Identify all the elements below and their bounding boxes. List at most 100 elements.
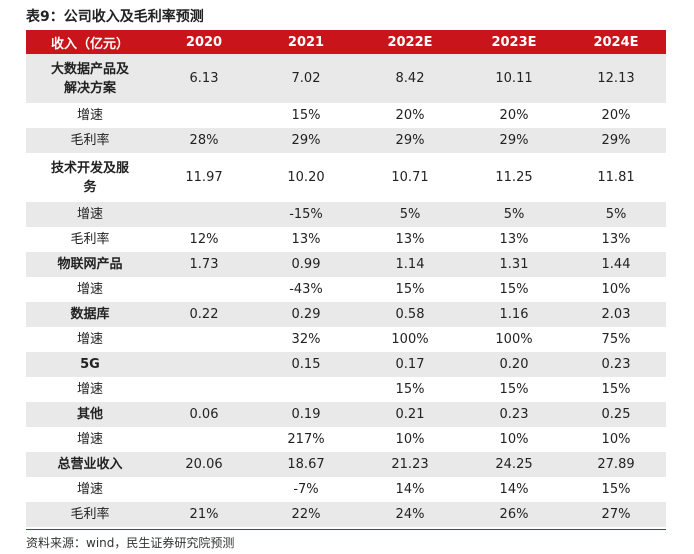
value-cell: 100% (391, 332, 429, 347)
value-cell (154, 377, 254, 402)
value-cell: 32% (291, 332, 321, 347)
table-row: 物联网产品 1.73 0.99 1.14 1.31 1.44 (26, 252, 666, 277)
value-cell: 28% (154, 128, 254, 153)
value-cell: 29% (254, 128, 358, 153)
value-cell: 15% (499, 382, 529, 397)
value-cell: 0.06 (154, 402, 254, 427)
value-cell: 29% (358, 128, 462, 153)
row-label: 总营业收入 (26, 452, 154, 477)
row-label: 增速 (26, 202, 154, 227)
value-cell: 11.81 (597, 170, 635, 185)
table-row: 大数据产品及 解决方案 6.13 7.02 8.42 10.11 12.13 (26, 54, 666, 103)
value-cell: 8.42 (358, 54, 462, 103)
value-cell: 15% (601, 382, 631, 397)
row-label: 增速 (76, 482, 103, 497)
value-cell: 10% (499, 432, 529, 447)
row-label: 增速 (76, 432, 103, 447)
table-row: 5G 0.15 0.17 0.20 0.23 (26, 352, 666, 377)
value-cell: 20% (499, 108, 529, 123)
value-cell: 5% (566, 202, 666, 227)
value-cell: 100% (495, 332, 533, 347)
value-cell: 0.17 (358, 352, 462, 377)
row-label: 其他 (26, 402, 154, 427)
table-header-row: 收入（亿元） 2020 2021 2022E 2023E 2024E (26, 30, 666, 54)
row-label: 增速 (76, 332, 103, 347)
row-label: 数据库 (26, 302, 154, 327)
value-cell (154, 103, 254, 128)
value-cell: 15% (395, 382, 425, 397)
row-label: 增速 (76, 382, 103, 397)
table-row: 增速 15% 20% 20% 20% (26, 103, 666, 128)
table-row: 技术开发及服务 11.97 10.20 10.71 11.25 11.81 (26, 153, 666, 202)
value-cell: 18.67 (254, 452, 358, 477)
value-cell: 0.19 (254, 402, 358, 427)
table-row: 增速 -7% 14% 14% 15% (26, 477, 666, 502)
value-cell: 24% (358, 502, 462, 527)
value-cell (154, 277, 254, 302)
row-label: 毛利率 (26, 128, 154, 153)
value-cell: 13% (499, 232, 529, 247)
value-cell: 0.21 (358, 402, 462, 427)
row-label: 毛利率 (70, 232, 110, 247)
value-cell: 7.02 (254, 54, 358, 103)
value-cell: -15% (254, 202, 358, 227)
value-cell: 1.16 (462, 302, 566, 327)
value-cell: 0.15 (254, 352, 358, 377)
value-cell: 13% (395, 232, 425, 247)
value-cell: 0.22 (154, 302, 254, 327)
value-cell: 22% (254, 502, 358, 527)
table-row: 数据库 0.22 0.29 0.58 1.16 2.03 (26, 302, 666, 327)
value-cell: 217% (287, 432, 325, 447)
value-cell: 5% (462, 202, 566, 227)
value-cell: 10.11 (462, 54, 566, 103)
value-cell: 10% (395, 432, 425, 447)
value-cell: 20% (601, 108, 631, 123)
value-cell (254, 377, 358, 402)
value-cell: 29% (566, 128, 666, 153)
value-cell: 11.97 (185, 170, 223, 185)
value-cell: 24.25 (462, 452, 566, 477)
table-row: 总营业收入 20.06 18.67 21.23 24.25 27.89 (26, 452, 666, 477)
header-cell: 收入（亿元） (26, 30, 154, 54)
value-cell (154, 427, 254, 452)
row-label: 技术开发及服务 (50, 160, 129, 195)
value-cell: 20% (395, 108, 425, 123)
value-cell (154, 202, 254, 227)
value-cell (154, 477, 254, 502)
value-cell: -43% (289, 282, 323, 297)
value-cell: 21.23 (358, 452, 462, 477)
value-cell: 5% (358, 202, 462, 227)
value-cell: 1.14 (358, 252, 462, 277)
value-cell: 6.13 (154, 54, 254, 103)
value-cell: 0.23 (566, 352, 666, 377)
table-row: 增速 32% 100% 100% 75% (26, 327, 666, 352)
value-cell (154, 352, 254, 377)
row-label: 物联网产品 (26, 252, 154, 277)
header-cell: 2021 (254, 30, 358, 54)
value-cell: 0.23 (462, 402, 566, 427)
value-cell: 15% (499, 282, 529, 297)
value-cell: 10% (601, 432, 631, 447)
value-cell: 15% (291, 108, 321, 123)
table-row: 增速 15% 15% 15% (26, 377, 666, 402)
value-cell: 0.99 (254, 252, 358, 277)
value-cell: 10% (601, 282, 631, 297)
row-label: 大数据产品及 解决方案 (26, 54, 154, 103)
value-cell: 20.06 (154, 452, 254, 477)
table-row: 毛利率 21% 22% 24% 26% 27% (26, 502, 666, 527)
table-row: 毛利率 12% 13% 13% 13% 13% (26, 227, 666, 252)
table-row: 增速 -15% 5% 5% 5% (26, 202, 666, 227)
table-bottom-rule (26, 529, 666, 530)
value-cell: 14% (499, 482, 529, 497)
value-cell: 11.25 (495, 170, 533, 185)
header-cell: 2023E (462, 30, 566, 54)
table-body: 大数据产品及 解决方案 6.13 7.02 8.42 10.11 12.13 增速 15% 20%… (26, 54, 666, 527)
value-cell: 0.20 (462, 352, 566, 377)
value-cell: 10.71 (391, 170, 429, 185)
value-cell: 13% (291, 232, 321, 247)
row-label: 增速 (76, 108, 103, 123)
value-cell: 12% (189, 232, 219, 247)
value-cell: 27% (566, 502, 666, 527)
row-label: 毛利率 (26, 502, 154, 527)
